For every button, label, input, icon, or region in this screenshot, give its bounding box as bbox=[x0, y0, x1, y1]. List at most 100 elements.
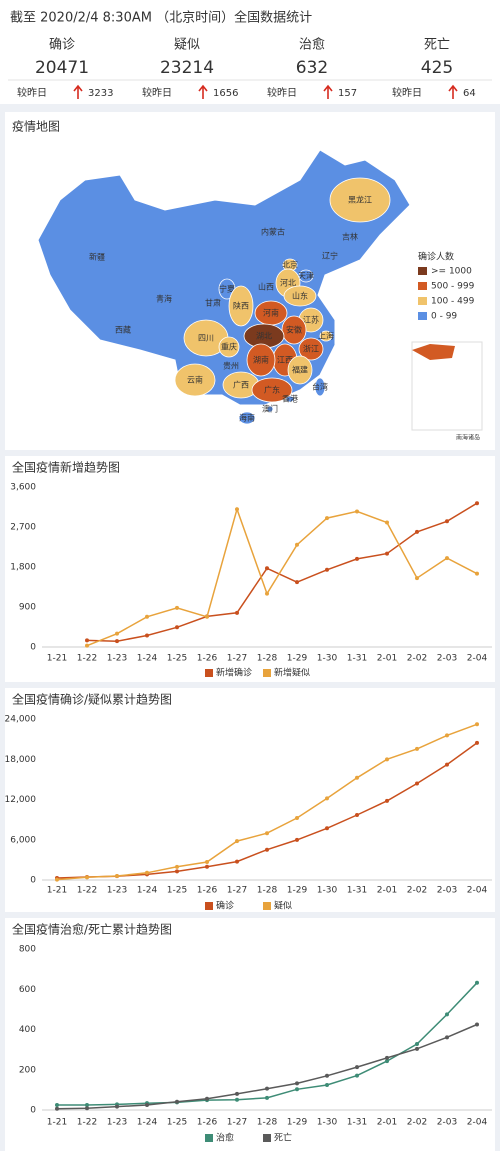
data-point bbox=[235, 1097, 239, 1102]
data-point bbox=[325, 1073, 329, 1078]
x-tick-label: 1-24 bbox=[137, 1118, 158, 1128]
legend-swatch bbox=[418, 297, 427, 305]
province-label: 上海 bbox=[318, 331, 334, 341]
legend-label: 确诊 bbox=[216, 900, 234, 912]
province-label: 福建 bbox=[292, 365, 308, 375]
province-label: 黑龙江 bbox=[348, 195, 372, 205]
x-tick-label: 1-29 bbox=[287, 654, 308, 664]
data-point bbox=[205, 1096, 209, 1101]
data-point bbox=[415, 1041, 419, 1046]
y-tick-label: 400 bbox=[19, 1025, 36, 1035]
province-label: 安徽 bbox=[286, 325, 302, 335]
y-tick-label: 200 bbox=[19, 1065, 36, 1075]
data-point bbox=[355, 556, 359, 561]
legend-swatch bbox=[418, 312, 427, 320]
province-label: 北京 bbox=[282, 260, 298, 270]
x-tick-label: 1-23 bbox=[107, 654, 127, 664]
data-point bbox=[415, 746, 419, 751]
stat-label: 确诊 bbox=[49, 38, 75, 53]
data-point bbox=[265, 831, 269, 836]
x-tick-label: 1-26 bbox=[197, 886, 218, 896]
y-tick-label: 900 bbox=[19, 603, 36, 613]
data-point bbox=[355, 1073, 359, 1078]
data-point bbox=[85, 1106, 89, 1111]
province-area bbox=[285, 395, 295, 403]
x-tick-label: 1-27 bbox=[227, 654, 247, 664]
province-label: 贵州 bbox=[223, 361, 239, 371]
data-point bbox=[355, 509, 359, 514]
data-point bbox=[205, 859, 209, 864]
x-tick-label: 1-26 bbox=[197, 1118, 218, 1128]
data-point bbox=[265, 591, 269, 596]
province-label: 河南 bbox=[263, 308, 279, 318]
y-tick-label: 0 bbox=[30, 643, 36, 653]
legend-label: 新增疑似 bbox=[274, 667, 310, 679]
header-title: 截至 2020/2/4 8:30AM （北京时间）全国数据统计 bbox=[10, 10, 312, 26]
province-area bbox=[287, 355, 313, 385]
x-tick-label: 1-23 bbox=[107, 886, 127, 896]
data-point bbox=[265, 566, 269, 571]
province-label: 湖南 bbox=[253, 355, 269, 365]
province-area bbox=[319, 330, 333, 342]
province-area bbox=[218, 336, 240, 358]
change-label: 较昨日 bbox=[17, 86, 47, 99]
legend-swatch bbox=[205, 1134, 213, 1142]
data-point bbox=[115, 639, 119, 644]
x-tick-label: 1-31 bbox=[347, 886, 367, 896]
province-label: 陕西 bbox=[233, 301, 249, 311]
x-tick-label: 1-28 bbox=[257, 1118, 278, 1128]
change-value: 3233 bbox=[88, 88, 113, 99]
data-point bbox=[385, 1055, 389, 1060]
data-point bbox=[85, 1102, 89, 1107]
data-point bbox=[235, 507, 239, 512]
data-point bbox=[385, 1059, 389, 1064]
data-point bbox=[295, 580, 299, 585]
x-tick-label: 1-28 bbox=[257, 886, 278, 896]
data-point bbox=[475, 980, 479, 985]
data-point bbox=[355, 775, 359, 780]
x-tick-label: 2-03 bbox=[437, 1118, 457, 1128]
data-point bbox=[85, 643, 89, 648]
data-point bbox=[385, 757, 389, 762]
data-point bbox=[145, 870, 149, 875]
province-area bbox=[298, 337, 324, 361]
province-label: 甘肃 bbox=[205, 298, 221, 308]
data-point bbox=[115, 873, 119, 878]
data-point bbox=[325, 796, 329, 801]
data-point bbox=[415, 781, 419, 786]
x-tick-label: 1-22 bbox=[77, 886, 97, 896]
x-tick-label: 2-04 bbox=[467, 886, 488, 896]
province-area bbox=[174, 363, 216, 397]
data-point bbox=[385, 798, 389, 803]
stat-value: 425 bbox=[421, 58, 453, 78]
province-label: 宁夏 bbox=[219, 284, 235, 294]
x-tick-label: 1-30 bbox=[317, 886, 338, 896]
legend-swatch bbox=[263, 669, 271, 677]
data-point bbox=[475, 722, 479, 727]
data-point bbox=[115, 631, 119, 636]
up-arrow bbox=[323, 84, 333, 99]
data-point bbox=[445, 1035, 449, 1040]
x-tick-label: 2-03 bbox=[437, 886, 457, 896]
x-tick-label: 1-27 bbox=[227, 886, 247, 896]
change-label: 较昨日 bbox=[267, 86, 297, 99]
x-tick-label: 1-31 bbox=[347, 1118, 367, 1128]
data-point bbox=[445, 1012, 449, 1017]
province-label: 云南 bbox=[187, 375, 203, 385]
legend-title: 确诊人数 bbox=[418, 251, 454, 263]
x-tick-label: 2-02 bbox=[407, 886, 427, 896]
province-area bbox=[228, 285, 254, 327]
data-point bbox=[295, 542, 299, 547]
data-point bbox=[445, 733, 449, 738]
x-tick-label: 1-28 bbox=[257, 654, 278, 664]
chart-title: 全国疫情新增趋势图 bbox=[12, 460, 120, 475]
data-point bbox=[295, 837, 299, 842]
data-point bbox=[175, 605, 179, 610]
legend-swatch bbox=[205, 902, 213, 910]
y-tick-label: 18,000 bbox=[5, 755, 37, 765]
stat-value: 23214 bbox=[160, 58, 214, 78]
data-point bbox=[475, 571, 479, 576]
data-point bbox=[115, 1104, 119, 1109]
map-title: 疫情地图 bbox=[12, 119, 60, 134]
chart-panel bbox=[5, 918, 495, 1151]
